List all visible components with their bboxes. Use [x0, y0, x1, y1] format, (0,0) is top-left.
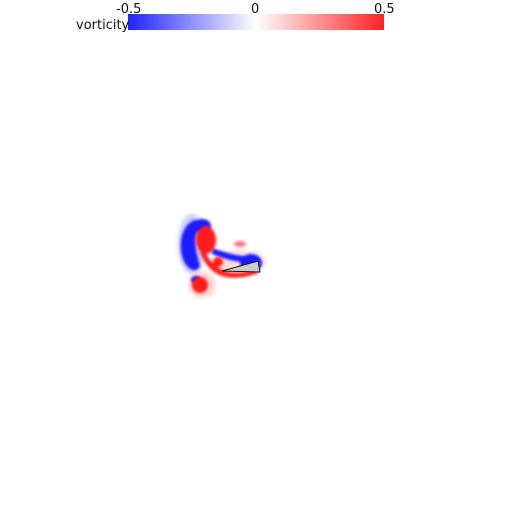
positive-vortex-upper	[196, 226, 216, 254]
positive-vortex-lower	[192, 277, 208, 293]
positive-vortex-small	[213, 257, 223, 267]
positive-vortex-top	[234, 241, 246, 247]
